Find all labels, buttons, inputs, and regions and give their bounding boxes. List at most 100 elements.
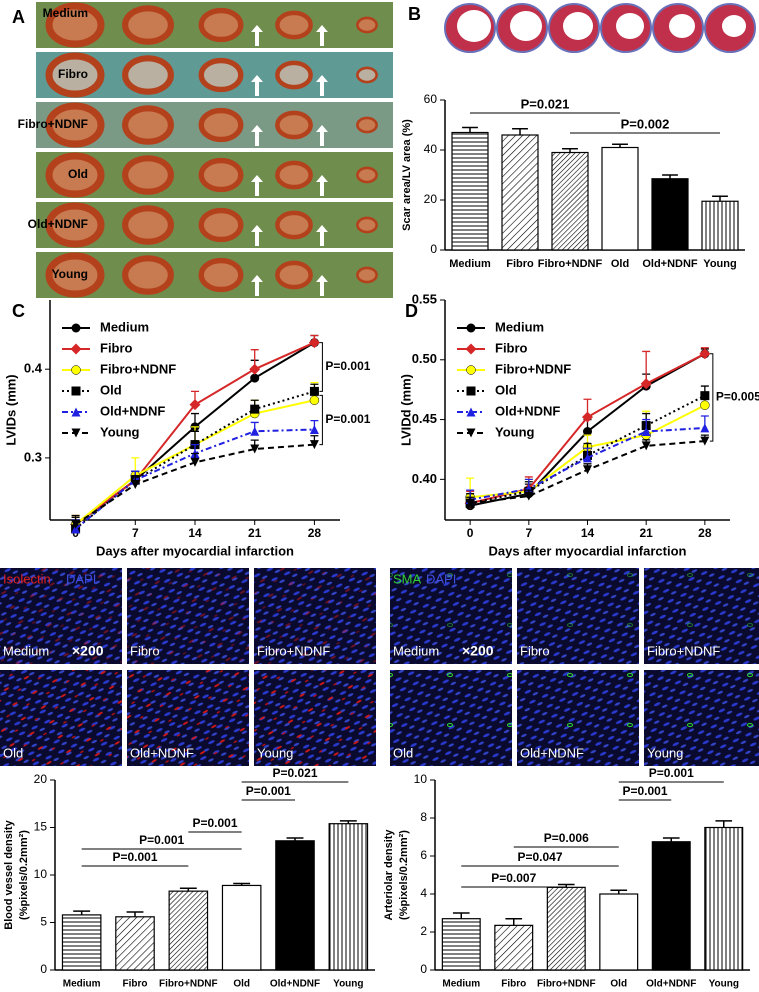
- marker: [130, 480, 140, 490]
- bar: [551, 151, 589, 251]
- tile-label: Medium: [393, 643, 439, 658]
- slice: [198, 207, 244, 243]
- counterstain-label: DAPI: [66, 571, 96, 586]
- bar: [651, 178, 689, 251]
- marker: [524, 484, 534, 494]
- marker: [465, 498, 475, 508]
- marker: [309, 425, 319, 435]
- significance-bracket: [319, 342, 323, 392]
- legend-label: Fibro+NDNF: [100, 361, 176, 376]
- slice: [356, 16, 378, 34]
- marker: [250, 404, 260, 414]
- bar: [441, 918, 481, 971]
- tile-label: Old+NDNF: [520, 745, 584, 760]
- marker: [309, 386, 319, 396]
- error-bar: [339, 820, 357, 824]
- error-bar: [286, 837, 304, 841]
- slice: [122, 205, 174, 245]
- slice: [356, 166, 378, 184]
- marker: [309, 440, 319, 450]
- x-tick-label: Fibro+NDNF: [538, 258, 603, 270]
- y-tick-label: 4: [420, 886, 427, 900]
- panel-letter: C: [12, 301, 25, 321]
- significance-bracket: [319, 394, 323, 446]
- marker: [190, 457, 200, 467]
- annotation: P=0.001: [622, 784, 667, 798]
- slice: [275, 210, 313, 240]
- x-tick-label: 7: [525, 526, 532, 540]
- bar: [546, 886, 586, 971]
- x-tick-label: 14: [188, 526, 202, 540]
- annotation: P=0.021: [272, 766, 317, 780]
- x-tick-label: Old+NDNF: [270, 979, 320, 990]
- micrograph-stain: [254, 568, 376, 664]
- x-tick-label: Medium: [63, 979, 101, 990]
- y-tick-label: 0: [430, 242, 437, 256]
- marker: [70, 343, 82, 355]
- section-lumen: [510, 11, 542, 41]
- marker: [640, 378, 652, 390]
- legend-label: Old: [100, 382, 122, 397]
- x-tick-label: Old+NDNF: [646, 979, 696, 990]
- slice: [45, 52, 105, 98]
- error-bar: [610, 889, 628, 894]
- y-tick-label: 5: [40, 915, 47, 929]
- y-tick-label: 0: [420, 962, 427, 976]
- row-label: Old: [68, 167, 88, 181]
- x-tick-label: Fibro+NDNF: [159, 979, 218, 990]
- bar: [168, 890, 209, 971]
- slice: [122, 155, 174, 195]
- marker: [466, 407, 476, 417]
- marker: [700, 400, 710, 410]
- x-tick-label: Young: [333, 979, 363, 990]
- annotation: P=0.001: [192, 816, 237, 830]
- marker: [699, 348, 711, 360]
- micrograph-stain: [644, 568, 759, 664]
- marker: [524, 491, 534, 501]
- tile-label: Old+NDNF: [130, 745, 194, 760]
- arrow: [251, 225, 263, 246]
- y-axis-label: (%pixels/0.2mm²): [398, 830, 410, 920]
- marker: [583, 453, 592, 463]
- micrograph-stain: [517, 670, 639, 766]
- marker: [466, 428, 476, 438]
- arrow: [316, 75, 328, 96]
- x-tick-label: Fibro: [123, 979, 148, 990]
- annotation: P=0.001: [246, 784, 291, 798]
- micrograph-stain: [0, 568, 122, 664]
- marker: [641, 441, 651, 451]
- y-axis-label: Blood vessel density: [3, 819, 15, 929]
- marker: [71, 323, 81, 333]
- annotation: P=0.001: [325, 359, 370, 373]
- annotation: P=0.047: [517, 850, 562, 864]
- arrow: [251, 275, 263, 296]
- arrow: [316, 125, 328, 146]
- micrograph-stain: [644, 670, 759, 766]
- slice: [275, 110, 313, 140]
- marker: [71, 407, 81, 417]
- error-bar: [452, 912, 470, 919]
- y-tick-label: 20: [424, 192, 438, 206]
- stain-label: SMA: [393, 571, 422, 586]
- bar: [704, 826, 744, 971]
- slice: [356, 116, 378, 134]
- error-bar: [73, 910, 91, 915]
- slice: [198, 157, 244, 193]
- x-tick-label: Fibro+NDNF: [537, 979, 596, 990]
- micrograph-stain: [254, 670, 376, 766]
- annotation: P=0.007: [491, 871, 536, 885]
- y-tick-label: 0.45: [412, 411, 437, 426]
- series-line: [469, 394, 706, 505]
- y-tick-label: 2: [420, 924, 427, 938]
- section-lumen: [616, 13, 644, 39]
- y-tick-label: 20: [34, 772, 48, 786]
- x-tick-label: Old: [233, 979, 250, 990]
- y-tick-label: 6: [420, 848, 427, 862]
- x-tick-label: 21: [639, 526, 653, 540]
- slice: [198, 107, 244, 143]
- legend-label: Fibro+NDNF: [495, 361, 571, 376]
- legend-label: Young: [495, 424, 535, 439]
- y-axis-label: Arteriolar density: [383, 829, 395, 921]
- arrow: [251, 25, 263, 46]
